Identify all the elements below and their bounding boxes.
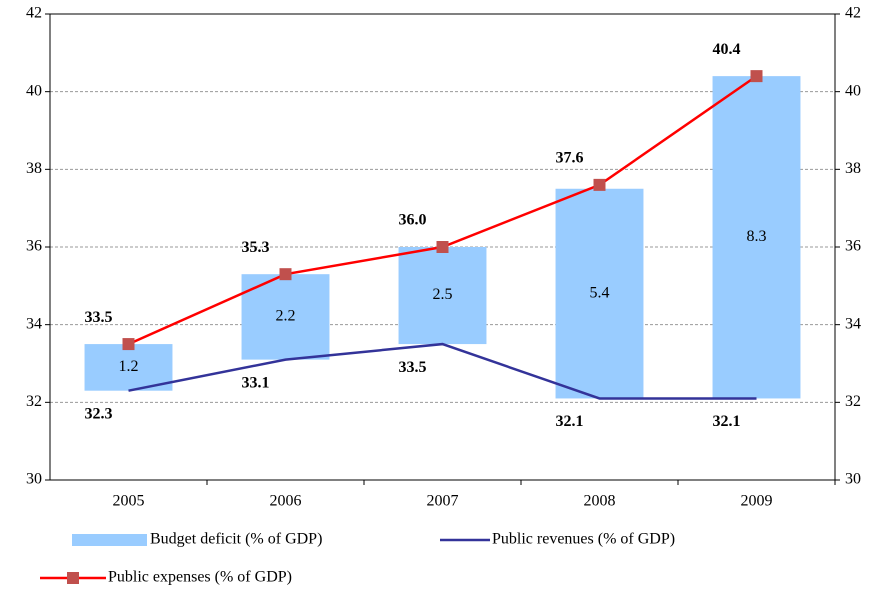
data-label: 33.5 — [399, 359, 427, 376]
data-label: 35.3 — [242, 239, 270, 256]
y-tick-label: 34 — [26, 315, 42, 332]
bar-label: 1.2 — [119, 358, 139, 375]
y-tick-label: 42 — [26, 5, 42, 22]
marker — [750, 70, 763, 83]
data-label: 33.1 — [242, 374, 270, 391]
bar — [398, 247, 487, 345]
legend-label: Public expenses (% of GDP) — [108, 569, 292, 586]
bar-label: 8.3 — [747, 228, 767, 245]
y-tick-label: 38 — [26, 160, 42, 177]
data-label: 32.3 — [85, 405, 113, 422]
marker — [436, 241, 449, 253]
bar — [712, 76, 801, 399]
y-tick-label: 30 — [26, 471, 42, 488]
y-tick-label: 32 — [26, 393, 42, 410]
line — [128, 342, 757, 400]
y2-tick-label: 40 — [845, 82, 861, 99]
data-label: 32.1 — [713, 413, 741, 430]
data-label: 40.4 — [713, 41, 741, 58]
y2-tick-label: 38 — [845, 160, 861, 177]
y-tick-label: 40 — [26, 82, 42, 99]
y2-tick-label: 34 — [845, 315, 861, 332]
x-tick-label: 2009 — [741, 493, 773, 510]
y2-tick-label: 30 — [845, 471, 861, 488]
y2-tick-label: 32 — [845, 393, 861, 410]
bar-label: 5.4 — [590, 284, 610, 301]
bar-label: 2.5 — [433, 286, 453, 303]
legend-label: Budget deficit (% of GDP) — [150, 531, 322, 548]
x-tick-label: 2007 — [427, 493, 459, 510]
marker — [122, 338, 135, 351]
plot-border — [49, 13, 836, 481]
data-label: 37.6 — [556, 150, 584, 167]
data-label: 33.5 — [85, 309, 113, 326]
y2-tick-label: 36 — [845, 238, 861, 255]
bar — [84, 344, 173, 391]
bar-label: 2.2 — [276, 308, 296, 325]
legend-marker — [67, 572, 79, 584]
bar — [555, 188, 644, 399]
x-tick-label: 2008 — [584, 493, 616, 510]
y-tick-label: 36 — [26, 238, 42, 255]
y2-tick-label: 42 — [845, 5, 861, 22]
legend-swatch — [72, 534, 147, 546]
x-tick-label: 2006 — [270, 493, 302, 510]
legend-label: Public revenues (% of GDP) — [492, 531, 675, 548]
marker — [593, 178, 606, 191]
x-tick-label: 2005 — [113, 493, 145, 510]
data-label: 36.0 — [399, 212, 427, 229]
data-label: 32.1 — [556, 413, 584, 430]
marker — [279, 268, 292, 281]
